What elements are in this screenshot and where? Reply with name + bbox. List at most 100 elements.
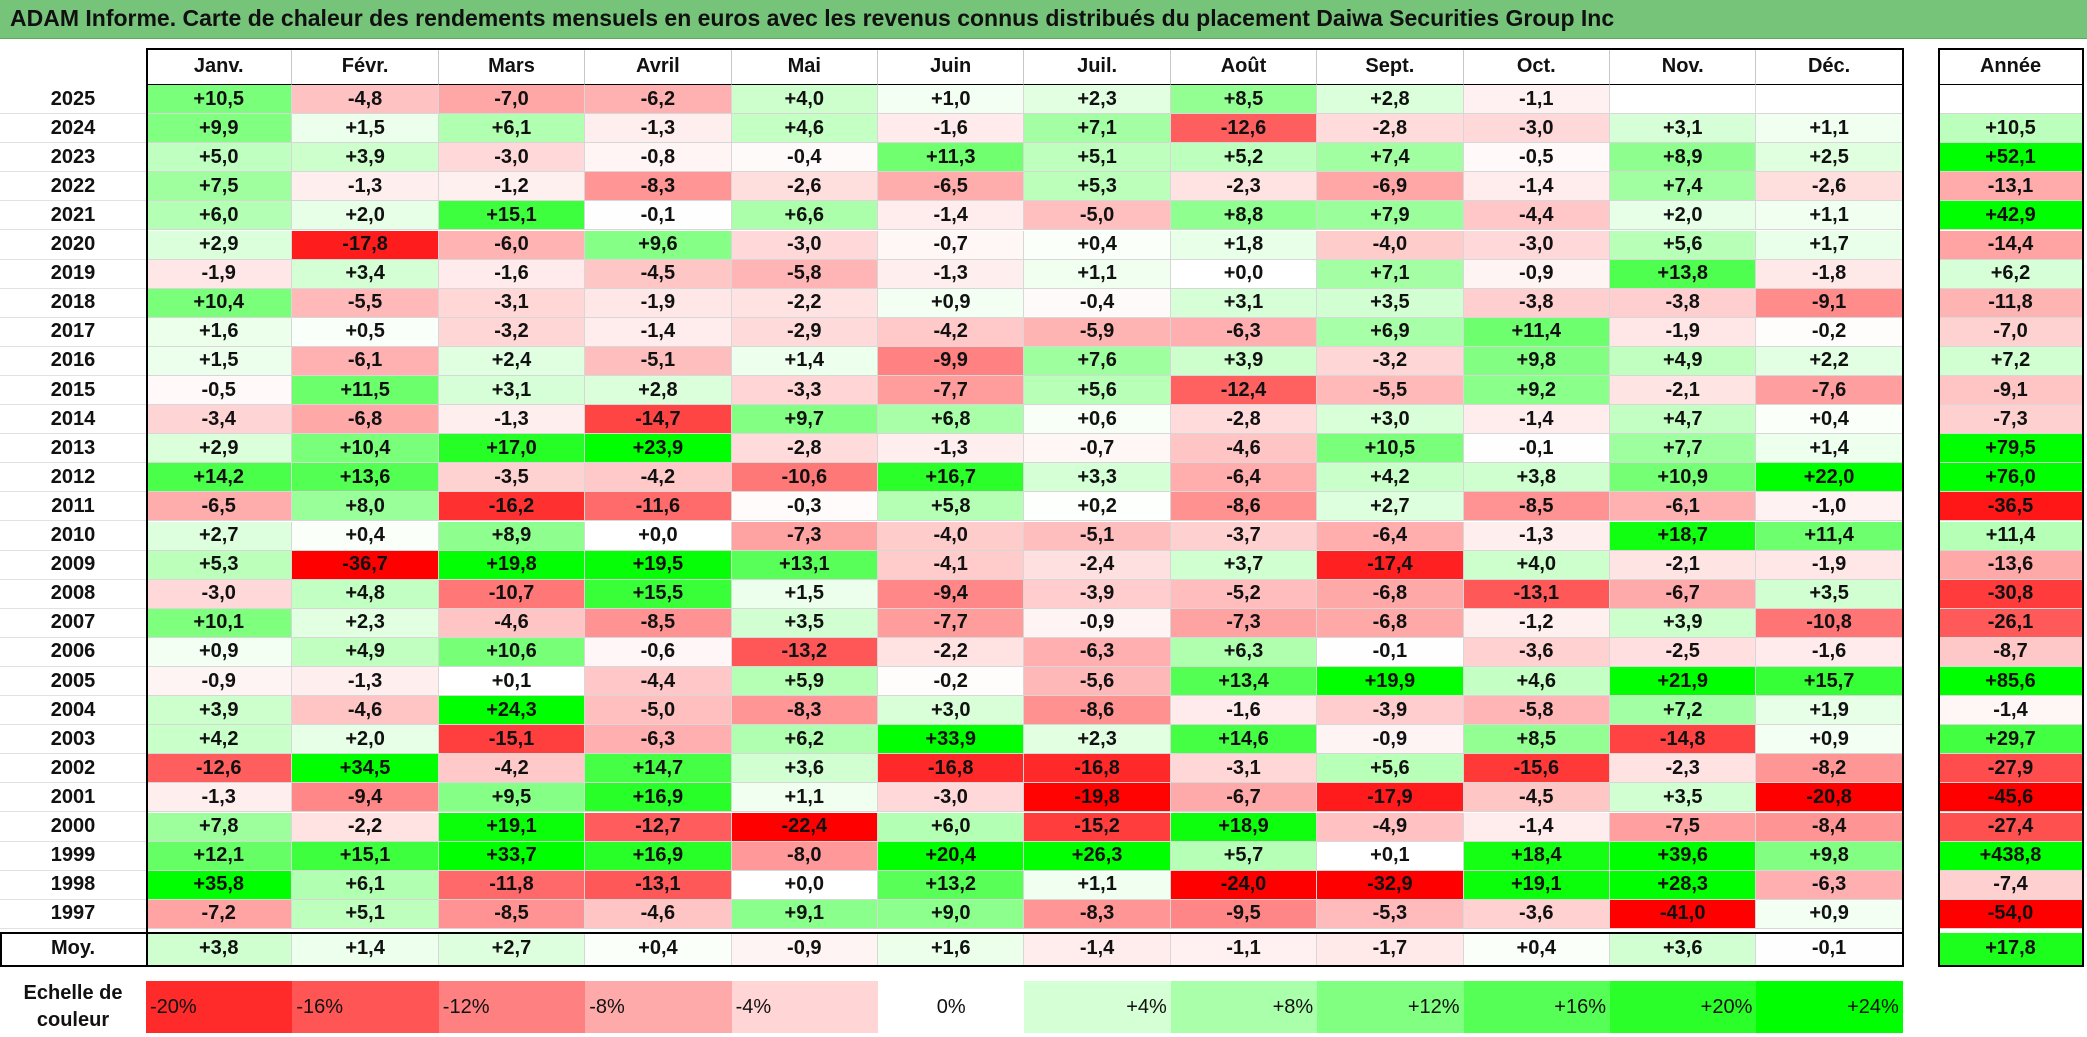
heatmap-cell: +23,9 <box>585 434 732 464</box>
annual-cell: -13,1 <box>1938 172 2084 202</box>
heatmap-cell: +5,1 <box>1024 143 1171 173</box>
heatmap-cell: -4,2 <box>878 317 1025 347</box>
heatmap-cell: -4,2 <box>585 463 732 493</box>
heatmap-cell: -4,6 <box>292 696 439 726</box>
heatmap-cell: +3,5 <box>1610 783 1757 813</box>
heatmap-cell: -1,3 <box>292 667 439 697</box>
heatmap-cell: -6,0 <box>438 230 586 260</box>
annual-cell: -30,8 <box>1938 579 2084 609</box>
heatmap-cell: +6,0 <box>878 812 1025 842</box>
heatmap-cell: +21,9 <box>1610 667 1757 697</box>
heatmap-cell: +5,3 <box>146 550 293 580</box>
heatmap-cell: -0,1 <box>1463 434 1610 464</box>
heatmap-cell: -5,0 <box>585 696 732 726</box>
heatmap-cell: +4,2 <box>146 725 293 755</box>
column-header: Oct. <box>1463 48 1610 85</box>
heatmap-cell: -12,7 <box>585 812 732 842</box>
heatmap-cell: +4,7 <box>1610 405 1757 435</box>
annual-cell: -1,4 <box>1938 696 2084 726</box>
color-scale-stop: -12% <box>438 981 586 1033</box>
heatmap-cell: +15,1 <box>438 201 586 231</box>
average-cell: +1,6 <box>878 932 1025 966</box>
heatmap-cell: -1,4 <box>585 317 732 347</box>
heatmap-cell: -17,8 <box>292 230 439 260</box>
heatmap-cell: -3,0 <box>1463 230 1610 260</box>
heatmap-cell: +3,5 <box>731 608 878 638</box>
heatmap-cell: +9,8 <box>1463 346 1610 376</box>
heatmap-cell: -4,6 <box>438 608 586 638</box>
heatmap-cell: -7,2 <box>146 899 293 929</box>
heatmap-cell: -0,4 <box>1024 288 1171 318</box>
heatmap-cell: +3,1 <box>438 376 586 406</box>
color-scale-stop: +12% <box>1317 981 1464 1033</box>
heatmap-cell: -17,4 <box>1317 550 1464 580</box>
heatmap-cell: -0,7 <box>878 230 1025 260</box>
heatmap-cell: +10,5 <box>146 85 293 115</box>
heatmap-cell: +2,4 <box>438 346 586 376</box>
average-cell: -1,4 <box>1024 932 1171 966</box>
heatmap-cell: -3,9 <box>1024 579 1171 609</box>
color-scale-label: Echelle de couleur <box>23 982 123 1031</box>
heatmap-cell: -1,8 <box>1756 259 1903 289</box>
heatmap-cell: -2,1 <box>1610 550 1757 580</box>
heatmap-cell: +0,9 <box>1756 899 1903 929</box>
heatmap-cell: -0,9 <box>1317 725 1464 755</box>
heatmap-cell: +13,1 <box>731 550 878 580</box>
heatmap-cell: +7,1 <box>1024 114 1171 144</box>
column-header: Nov. <box>1610 48 1757 85</box>
year-label: 1998 <box>0 870 146 900</box>
annual-cell: +7,2 <box>1938 346 2084 376</box>
annual-column-header: Année <box>1938 48 2084 85</box>
heatmap-cell: +26,3 <box>1024 841 1171 871</box>
heatmap-cell: -3,8 <box>1463 288 1610 318</box>
annual-cell: -9,1 <box>1938 376 2084 406</box>
color-scale-stop: +16% <box>1463 981 1610 1033</box>
heatmap-cell: +33,7 <box>438 841 586 871</box>
heatmap-cell: -1,3 <box>878 434 1025 464</box>
heatmap-cell: +1,5 <box>292 114 439 144</box>
heatmap-cell: -7,3 <box>1170 608 1318 638</box>
heatmap-cell: -12,4 <box>1170 376 1318 406</box>
heatmap-cell: +14,7 <box>585 754 732 784</box>
year-label: 2007 <box>0 608 146 638</box>
average-annual-cell: +17,8 <box>1938 932 2084 966</box>
heatmap-cell: -2,6 <box>1756 172 1903 202</box>
heatmap-cell: -12,6 <box>146 754 293 784</box>
heatmap-cell: -2,3 <box>1610 754 1757 784</box>
heatmap-cell: -4,8 <box>292 85 439 115</box>
heatmap-cell: +7,5 <box>146 172 293 202</box>
heatmap-cell: -6,5 <box>146 492 293 522</box>
heatmap-cell: -19,8 <box>1024 783 1171 813</box>
average-cell: +3,8 <box>146 932 293 966</box>
heatmap-cell: +19,5 <box>585 550 732 580</box>
heatmap-cell: +5,9 <box>731 667 878 697</box>
heatmap-cell: -2,2 <box>292 812 439 842</box>
heatmap-cell: +7,8 <box>146 812 293 842</box>
annual-cell: -54,0 <box>1938 899 2084 929</box>
heatmap-cell: -0,4 <box>731 143 878 173</box>
heatmap-cell: +19,8 <box>438 550 586 580</box>
heatmap-cell: +5,1 <box>292 899 439 929</box>
heatmap-cell: -6,4 <box>1170 463 1318 493</box>
heatmap-cell: +20,4 <box>878 841 1025 871</box>
heatmap-cell: -1,3 <box>1463 521 1610 551</box>
heatmap-cell: -7,6 <box>1756 376 1903 406</box>
heatmap-cell: +9,5 <box>438 783 586 813</box>
year-label: 2018 <box>0 288 146 318</box>
heatmap-cell: -1,1 <box>1463 85 1610 115</box>
heatmap-cell: -3,9 <box>1317 696 1464 726</box>
heatmap-cell: +3,9 <box>292 143 439 173</box>
heatmap-cell: +5,3 <box>1024 172 1171 202</box>
heatmap-cell: -6,3 <box>1170 317 1318 347</box>
heatmap-cell: -0,9 <box>1463 259 1610 289</box>
heatmap-cell: +3,0 <box>1317 405 1464 435</box>
heatmap-cell: +1,1 <box>1756 114 1903 144</box>
heatmap-cell: +2,8 <box>1317 85 1464 115</box>
heatmap-cell: +5,6 <box>1317 754 1464 784</box>
annual-cell: -7,3 <box>1938 405 2084 435</box>
heatmap-cell: -10,6 <box>731 463 878 493</box>
heatmap-cell: +7,1 <box>1317 259 1464 289</box>
heatmap-cell: -0,8 <box>585 143 732 173</box>
heatmap-cell: +6,8 <box>878 405 1025 435</box>
heatmap-cell: +1,7 <box>1756 230 1903 260</box>
